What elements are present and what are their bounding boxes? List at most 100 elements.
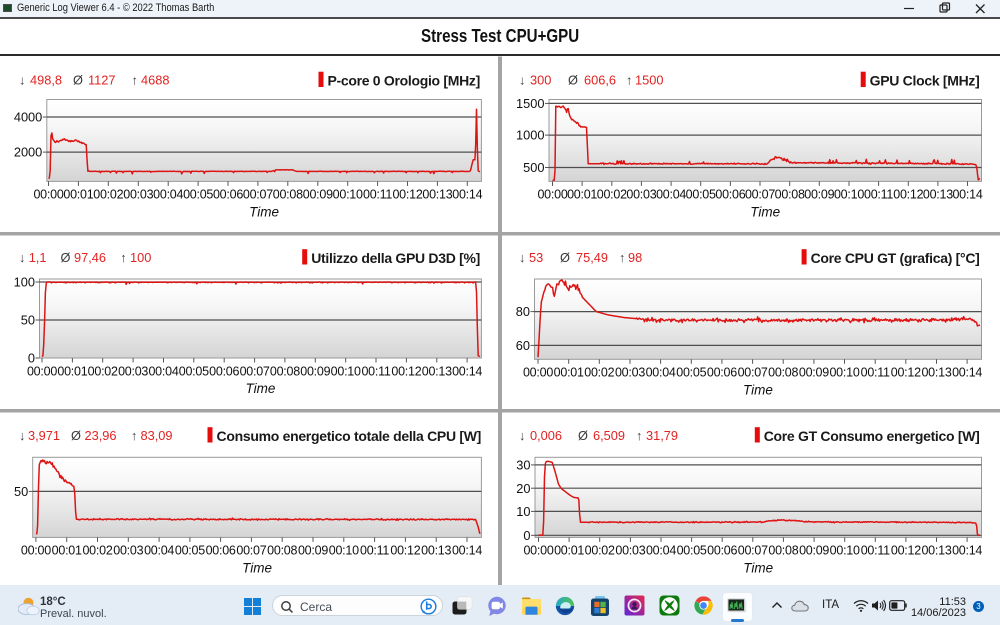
svg-text:Ø: Ø [73,73,83,88]
svg-text:Time: Time [743,382,773,397]
svg-text:00:03: 00:03 [123,188,153,202]
svg-text:00:01: 00:01 [554,366,584,380]
svg-text:00:04: 00:04 [144,544,174,558]
svg-text:00:07: 00:07 [738,544,768,558]
svg-text:00:01: 00:01 [57,364,87,378]
svg-text:00:12: 00:12 [391,364,421,378]
svg-text:00:02: 00:02 [88,364,118,378]
svg-text:00:06: 00:06 [209,364,239,378]
svg-text:↓: ↓ [19,73,25,88]
svg-text:00:11: 00:11 [361,364,390,378]
svg-text:75,49: 75,49 [576,250,608,265]
svg-text:↓: ↓ [19,250,25,265]
svg-text:00:11: 00:11 [363,188,392,202]
svg-text:00:07: 00:07 [240,364,270,378]
svg-text:00:12: 00:12 [891,366,921,380]
svg-text:53: 53 [529,250,543,265]
svg-text:Ø: Ø [578,428,588,443]
svg-text:00:11: 00:11 [861,366,890,380]
svg-text:00:01: 00:01 [63,188,93,202]
svg-text:↑: ↑ [120,250,126,265]
svg-text:0: 0 [523,528,530,543]
svg-text:Ø: Ø [568,73,578,88]
svg-text:00:00: 00:00 [21,544,51,558]
svg-text:00:06: 00:06 [707,544,737,558]
svg-text:Ø: Ø [71,428,81,443]
svg-text:00:02: 00:02 [597,188,627,202]
svg-text:00:03: 00:03 [626,188,656,202]
svg-text:00:11: 00:11 [864,188,893,202]
svg-text:00:00: 00:00 [523,366,553,380]
svg-text:00:12: 00:12 [392,188,422,202]
svg-text:00:10: 00:10 [829,366,859,380]
svg-text:Core GT Consumo energetico [W]: Core GT Consumo energetico [W] [764,428,980,444]
svg-text:00:08: 00:08 [768,544,798,558]
svg-text:00:05: 00:05 [677,544,707,558]
svg-text:↓: ↓ [519,428,525,443]
svg-text:00:03: 00:03 [118,364,148,378]
svg-text:00:02: 00:02 [93,188,123,202]
svg-text:Core CPU GT (grafica) [°C]: Core CPU GT (grafica) [°C] [811,250,980,266]
svg-text:00:05: 00:05 [686,188,716,202]
svg-text:00:14: 00:14 [452,188,482,202]
svg-text:2000: 2000 [14,145,42,160]
svg-text:00:10: 00:10 [333,188,363,202]
svg-text:00:07: 00:07 [738,366,768,380]
svg-text:Ø: Ø [61,250,71,265]
svg-text:↓: ↓ [519,250,525,265]
svg-text:↑: ↑ [626,73,632,88]
svg-text:Consumo energetico totale dell: Consumo energetico totale della CPU [W] [217,428,481,444]
svg-text:00:02: 00:02 [585,544,615,558]
svg-text:00:09: 00:09 [799,366,829,380]
svg-text:↓: ↓ [19,428,25,443]
svg-text:00:09: 00:09 [799,544,829,558]
svg-text:Time: Time [750,204,780,219]
svg-text:50: 50 [21,313,35,328]
svg-text:20: 20 [516,481,530,496]
svg-text:↑: ↑ [619,250,625,265]
svg-text:1500: 1500 [516,96,544,111]
svg-text:00:13: 00:13 [422,188,452,202]
svg-text:P-core 0 Orologio [MHz]: P-core 0 Orologio [MHz] [327,73,480,89]
svg-text:498,8: 498,8 [30,73,62,88]
svg-text:00:04: 00:04 [646,544,676,558]
svg-text:60: 60 [516,338,530,353]
svg-text:00:00: 00:00 [33,188,63,202]
svg-text:00:14: 00:14 [452,544,482,558]
svg-text:Time: Time [242,560,272,575]
svg-text:00:10: 00:10 [329,544,359,558]
svg-text:00:09: 00:09 [298,544,328,558]
svg-text:98: 98 [628,250,642,265]
svg-text:00:01: 00:01 [52,544,82,558]
svg-text:30: 30 [516,458,530,473]
svg-text:0,006: 0,006 [530,428,562,443]
svg-text:00:02: 00:02 [584,366,614,380]
svg-text:0: 0 [28,351,35,366]
svg-text:1000: 1000 [516,128,544,143]
svg-text:↑: ↑ [131,428,137,443]
svg-text:00:08: 00:08 [273,188,303,202]
svg-text:100: 100 [14,275,35,290]
svg-text:00:13: 00:13 [421,544,451,558]
svg-text:GPU Clock [MHz]: GPU Clock [MHz] [870,73,980,89]
svg-text:00:14: 00:14 [452,364,482,378]
svg-text:00:14: 00:14 [952,544,982,558]
svg-text:100: 100 [130,250,151,265]
svg-text:00:03: 00:03 [113,544,143,558]
svg-text:Ø: Ø [560,250,570,265]
svg-text:00:10: 00:10 [331,364,361,378]
svg-text:00:03: 00:03 [615,366,645,380]
svg-text:00:13: 00:13 [921,366,951,380]
svg-text:↑: ↑ [132,73,138,88]
svg-text:00:07: 00:07 [243,188,273,202]
svg-text:1500: 1500 [635,73,663,88]
svg-text:00:09: 00:09 [804,188,834,202]
svg-text:00:00: 00:00 [537,188,567,202]
svg-text:00:08: 00:08 [775,188,805,202]
svg-text:300: 300 [530,73,551,88]
svg-text:00:12: 00:12 [893,188,923,202]
svg-text:83,09: 83,09 [141,428,173,443]
svg-text:00:05: 00:05 [676,366,706,380]
svg-text:00:12: 00:12 [390,544,420,558]
svg-text:00:09: 00:09 [303,188,333,202]
